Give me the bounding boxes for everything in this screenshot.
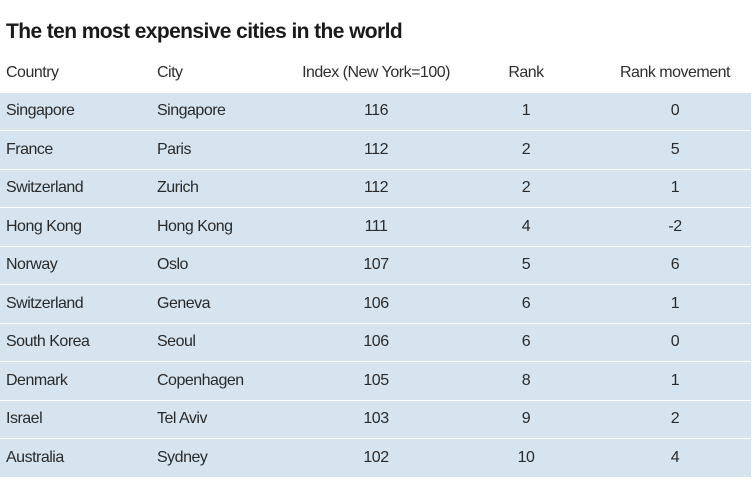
column-header-index: Index (New York=100)	[302, 63, 450, 81]
cell-city: Zurich	[157, 179, 199, 197]
cell-rank: 10	[517, 448, 535, 466]
cell-rank-movement: 6	[670, 256, 680, 274]
row-divider	[0, 130, 751, 131]
cell-country: France	[6, 140, 53, 158]
cell-rank-movement: -2	[668, 217, 682, 235]
column-header-city: City	[157, 63, 183, 81]
cell-rank: 2	[521, 179, 531, 197]
cell-rank-movement: 1	[670, 294, 680, 312]
table-row: Hong Kong Hong Kong 111 4 -2	[0, 208, 751, 246]
row-divider	[0, 361, 751, 362]
table-row: Singapore Singapore 116 1 0	[0, 92, 751, 130]
cell-city: Sydney	[157, 448, 208, 466]
row-divider	[0, 245, 751, 247]
table-row: South Korea Seoul 106 6 0	[0, 323, 751, 361]
table-header-row: Country City Index (New York=100) Rank R…	[0, 54, 751, 92]
table-row: Switzerland Geneva 106 6 1	[0, 285, 751, 323]
cell-rank: 5	[521, 256, 531, 274]
row-divider	[0, 322, 751, 324]
cell-rank-movement: 4	[670, 448, 680, 466]
row-divider	[0, 207, 751, 208]
cell-country: Switzerland	[6, 294, 84, 312]
cell-rank-movement: 2	[670, 410, 680, 428]
column-header-country: Country	[6, 63, 59, 81]
cell-city: Tel Aviv	[157, 410, 207, 428]
cell-country: Singapore	[6, 102, 75, 120]
cell-city: Seoul	[157, 333, 196, 351]
cell-country: Denmark	[6, 371, 68, 389]
cell-country: Switzerland	[6, 179, 84, 197]
table-body: Singapore Singapore 116 1 0 France Paris 112 2 5 S…	[0, 91, 751, 477]
cell-rank: 4	[521, 217, 531, 235]
cell-rank-movement: 1	[670, 371, 680, 389]
cell-rank-movement: 0	[670, 333, 680, 351]
table-row: Australia Sydney 102 10 4	[0, 439, 751, 477]
row-divider	[0, 168, 751, 170]
cell-index: 102	[363, 448, 389, 466]
cell-city: Hong Kong	[157, 217, 233, 235]
cell-rank: 6	[521, 333, 531, 351]
cell-country: Norway	[6, 256, 58, 274]
cell-country: Israel	[6, 410, 43, 428]
row-divider	[0, 91, 751, 93]
cell-country: Australia	[6, 448, 64, 466]
row-divider	[0, 284, 751, 285]
cell-index: 111	[364, 217, 388, 235]
column-header-rank-movement: Rank movement	[620, 63, 731, 81]
cell-rank: 9	[521, 410, 531, 428]
cities-table: Country City Index (New York=100) Rank R…	[0, 54, 751, 477]
cell-index: 103	[363, 410, 389, 428]
cell-index: 107	[363, 256, 389, 274]
cell-rank: 6	[521, 294, 531, 312]
cell-city: Singapore	[157, 102, 226, 120]
cell-index: 105	[363, 371, 389, 389]
cell-rank: 1	[521, 102, 531, 120]
cell-rank-movement: 5	[670, 140, 680, 158]
cell-city: Geneva	[157, 294, 211, 312]
cell-city: Copenhagen	[157, 371, 244, 389]
row-divider	[0, 438, 751, 439]
cell-rank: 2	[521, 140, 531, 158]
cell-index: 112	[363, 179, 389, 197]
row-divider	[0, 399, 751, 401]
cell-index: 106	[363, 333, 389, 351]
cell-rank-movement: 1	[670, 179, 680, 197]
cell-city: Oslo	[157, 256, 188, 274]
table-title: The ten most expensive cities in the wor…	[6, 20, 403, 43]
cell-rank: 8	[521, 371, 531, 389]
cell-index: 112	[363, 140, 389, 158]
table-row: Norway Oslo 107 5 6	[0, 246, 751, 284]
cell-country: South Korea	[6, 333, 90, 351]
cell-rank-movement: 0	[670, 102, 680, 120]
cell-index: 116	[363, 102, 389, 120]
cell-country: Hong Kong	[6, 217, 82, 235]
column-header-rank: Rank	[508, 63, 544, 81]
cell-index: 106	[363, 294, 389, 312]
table-row: Switzerland Zurich 112 2 1	[0, 169, 751, 207]
table-row: Israel Tel Aviv 103 9 2	[0, 400, 751, 438]
table-row: France Paris 112 2 5	[0, 131, 751, 169]
cell-city: Paris	[157, 140, 191, 158]
table-row: Denmark Copenhagen 105 8 1	[0, 362, 751, 400]
